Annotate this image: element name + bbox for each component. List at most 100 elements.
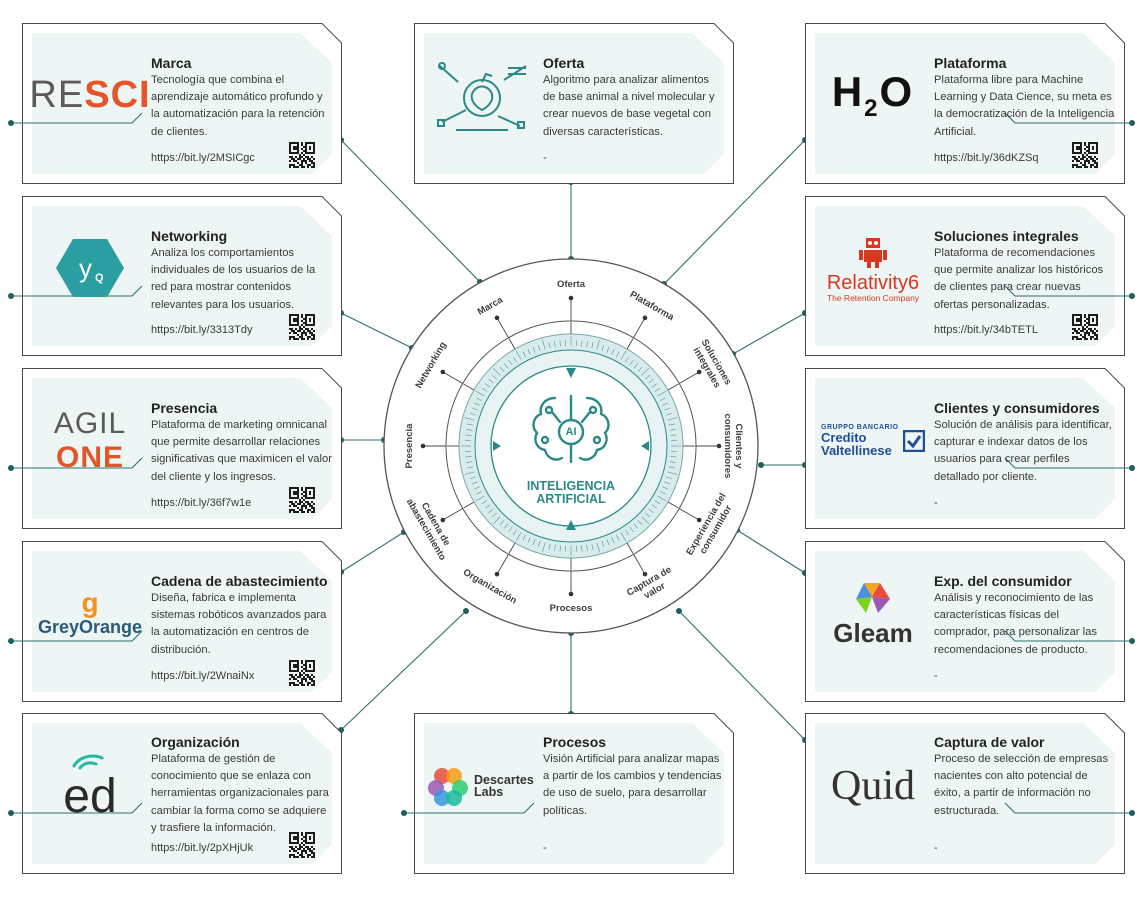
card-description: Proceso de selección de empresas nacient… — [934, 753, 1109, 817]
anchor-bracket — [8, 285, 143, 299]
spoke — [442, 371, 463, 384]
card-url-link[interactable]: https://bit.ly/2MSICgc — [151, 152, 255, 164]
card-url-link[interactable]: https://bit.ly/2pXHjUk — [151, 842, 254, 854]
center-title-line2: ARTIFICIAL — [536, 492, 606, 506]
card-networking: y Q Networking Analiza los comportamientos … — [8, 196, 342, 356]
tick-mark — [662, 402, 668, 406]
tick-mark — [641, 516, 649, 524]
ai-badge: AI — [565, 426, 577, 438]
tick-mark — [611, 537, 615, 543]
anchor-dot — [401, 810, 407, 816]
inner-spoke — [463, 383, 475, 391]
relativity6-logo: Relativity6 The Retention Company — [827, 234, 919, 303]
tick-mark — [645, 512, 650, 518]
tick-mark — [476, 491, 483, 495]
resci-logo: RESCI — [29, 74, 151, 116]
tick-mark — [499, 367, 505, 372]
spoke — [679, 371, 700, 384]
tick-mark — [475, 390, 485, 397]
anchor-dot — [8, 465, 14, 471]
tick-mark — [651, 383, 657, 388]
card-frame — [22, 23, 342, 184]
relativity6-tagline: The Retention Company — [826, 292, 920, 303]
tick-mark — [466, 429, 473, 431]
card-url-link[interactable]: https://bit.ly/2WnaiNx — [151, 670, 255, 682]
card-description: Solución de análisis para identificar, c… — [934, 419, 1112, 483]
tick-mark — [662, 486, 668, 490]
card-title: Soluciones integrales — [934, 228, 1079, 244]
tick-mark — [481, 388, 488, 392]
anchor-bracket — [8, 112, 143, 126]
card-url-link[interactable]: https://bit.ly/3313Tdy — [151, 324, 253, 336]
gleam-shape-icon — [856, 583, 890, 613]
tick-mark — [542, 542, 546, 553]
tick-mark — [476, 397, 483, 401]
ed-logo: ed — [63, 752, 117, 821]
tick-mark — [488, 508, 494, 513]
card-frame — [414, 713, 734, 874]
card-frame — [22, 713, 342, 874]
card-frame — [805, 713, 1125, 874]
arrow-right-icon — [493, 441, 501, 451]
connector-line — [340, 531, 405, 573]
tick-mark — [601, 541, 605, 547]
tick-mark — [554, 544, 556, 551]
tick-mark — [515, 532, 522, 542]
logo-area: H2O — [817, 37, 929, 154]
credito-check-icon — [903, 429, 925, 452]
logo-area: Relativity6 The Retention Company — [817, 210, 929, 326]
tick-mark — [666, 412, 672, 416]
gleam-logo: Gleam — [833, 581, 913, 646]
spoke — [442, 508, 463, 521]
card-frame — [22, 541, 342, 702]
anchor-line — [1004, 112, 1132, 124]
card-description: Plataforma de marketing omnicanal que pe… — [151, 419, 332, 483]
card-organizacion: ed Organización Plataforma de gestión de c… — [8, 713, 342, 874]
tick-mark — [645, 374, 650, 380]
tick-mark — [515, 350, 522, 360]
card-url-link[interactable]: https://bit.ly/36dKZSq — [934, 152, 1039, 164]
anchor-line — [11, 285, 143, 297]
tick-mark — [493, 368, 501, 376]
tick-mark — [586, 341, 588, 348]
tick-mark — [606, 539, 610, 546]
anchor-line — [1004, 630, 1132, 642]
tick-mark — [508, 360, 513, 366]
card-url-link[interactable]: https://bit.ly/36f7w1e — [151, 497, 252, 509]
tick-mark — [465, 456, 472, 458]
tick-mark — [532, 346, 536, 353]
card-fill — [424, 33, 724, 174]
card-description: Plataforma de gestión de conocimiento qu… — [151, 753, 329, 834]
tick-mark — [637, 367, 643, 372]
svg-text:Q: Q — [95, 272, 104, 284]
spoke-dot — [420, 443, 426, 449]
anchor-line — [1004, 457, 1132, 469]
anchor-line — [11, 112, 143, 124]
wifi-arcs-icon — [72, 754, 104, 770]
tick-marks — [461, 336, 681, 556]
connector-line — [340, 312, 413, 349]
anchor-bracket — [1004, 285, 1135, 299]
anchor-bracket — [1004, 630, 1135, 644]
anchor-dot — [1129, 293, 1135, 299]
tick-mark — [548, 342, 551, 349]
tick-mark — [659, 397, 666, 401]
ring-label: Presencia — [404, 423, 415, 469]
tick-mark — [657, 390, 667, 397]
card-url-link[interactable]: https://bit.ly/34bTETL — [934, 324, 1038, 336]
card-frame — [805, 196, 1125, 356]
card-fill — [815, 723, 1115, 864]
tick-mark — [470, 476, 476, 480]
inner-spoke — [463, 501, 475, 509]
tick-mark — [596, 542, 600, 553]
anchor-line — [11, 457, 143, 469]
anchor-line — [1004, 285, 1132, 297]
spoke-dot — [494, 315, 500, 321]
ring-label-line: Oferta — [557, 279, 586, 290]
card-description: Analiza los comportamientos individuales… — [151, 247, 316, 311]
qr-code-icon — [289, 142, 315, 168]
tick-mark — [629, 526, 634, 532]
qr-code-icon — [1072, 142, 1098, 168]
tick-mark — [667, 417, 678, 421]
tick-mark — [625, 529, 629, 536]
